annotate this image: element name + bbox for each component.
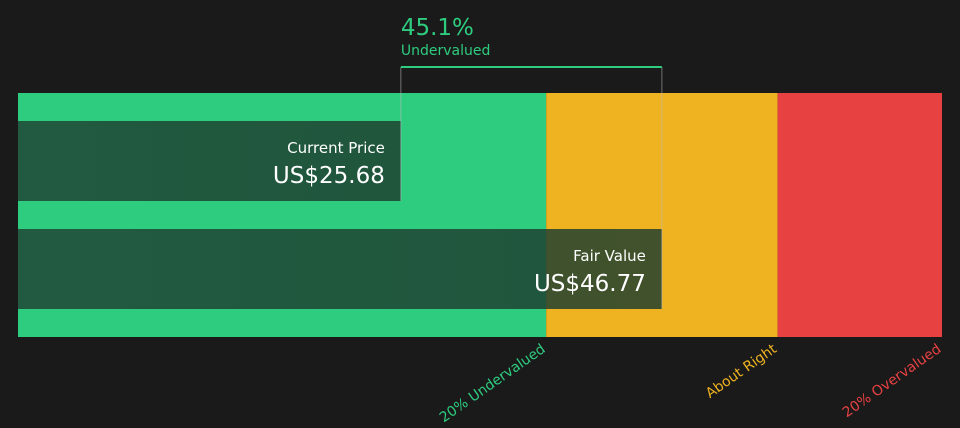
zone-20-overvalued <box>777 93 942 337</box>
zone-label: 20% Undervalued <box>437 341 549 426</box>
bar-name-label: Current Price <box>287 139 385 157</box>
fair-value-bar <box>18 229 662 309</box>
bar-value-label: US$25.68 <box>273 163 385 189</box>
bar-value-label: US$46.77 <box>534 271 646 297</box>
annotation-label: Undervalued <box>401 43 491 59</box>
annotation-percent: 45.1% <box>401 15 474 41</box>
zone-label: About Right <box>703 341 780 402</box>
bar-name-label: Fair Value <box>573 247 646 265</box>
zone-label: 20% Overvalued <box>840 341 945 421</box>
current-price-bar <box>18 121 401 201</box>
